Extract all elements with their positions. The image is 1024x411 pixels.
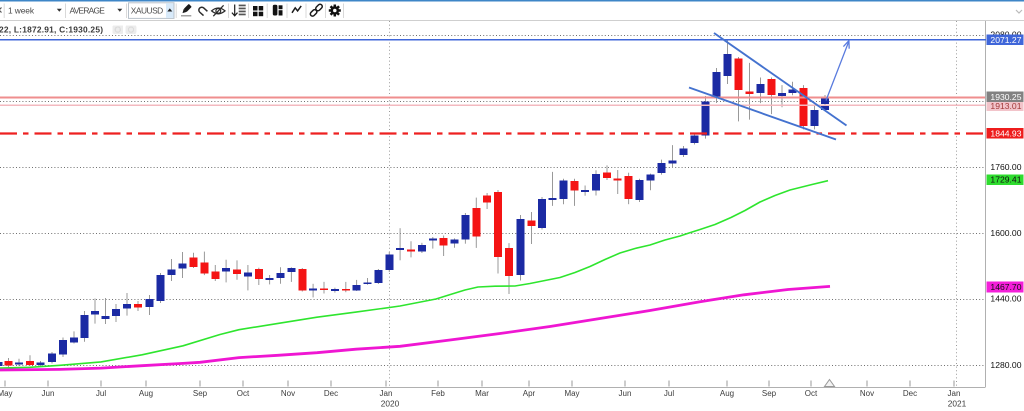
svg-text:Jun: Jun bbox=[42, 389, 55, 398]
svg-text:2021: 2021 bbox=[948, 399, 967, 409]
svg-text:XAUUSD: XAUUSD bbox=[131, 5, 163, 15]
svg-text:Feb: Feb bbox=[431, 389, 445, 398]
svg-text:May: May bbox=[0, 389, 13, 398]
svg-text:AVERAGE: AVERAGE bbox=[70, 5, 106, 15]
svg-text:2071.27: 2071.27 bbox=[990, 35, 1021, 45]
svg-text:1930.25: 1930.25 bbox=[990, 92, 1021, 102]
svg-text:Nov: Nov bbox=[281, 389, 295, 398]
svg-text:1600.00: 1600.00 bbox=[990, 228, 1021, 238]
svg-text:22, L:1872.91, C:1930.25): 22, L:1872.91, C:1930.25) bbox=[0, 24, 103, 34]
svg-text:Sep: Sep bbox=[762, 389, 777, 398]
svg-text:Oct: Oct bbox=[805, 389, 818, 398]
svg-text:Apr: Apr bbox=[523, 389, 536, 398]
svg-text:1467.70: 1467.70 bbox=[990, 282, 1021, 292]
svg-text:1280.00: 1280.00 bbox=[990, 360, 1021, 370]
svg-text:May: May bbox=[564, 389, 579, 398]
svg-text:Jul: Jul bbox=[664, 389, 674, 398]
svg-text:1 week: 1 week bbox=[8, 5, 35, 15]
svg-text:1729.41: 1729.41 bbox=[990, 175, 1021, 185]
svg-text:Mar: Mar bbox=[475, 389, 489, 398]
svg-text:Aug: Aug bbox=[720, 389, 734, 398]
svg-text:Jul: Jul bbox=[96, 389, 106, 398]
svg-text:Jan: Jan bbox=[380, 389, 393, 398]
svg-text:Sep: Sep bbox=[193, 389, 208, 398]
svg-text:1440.00: 1440.00 bbox=[990, 293, 1021, 303]
svg-text:Jun: Jun bbox=[619, 389, 632, 398]
svg-text:Aug: Aug bbox=[139, 389, 153, 398]
svg-text:Nov: Nov bbox=[860, 389, 874, 398]
svg-text:1760.00: 1760.00 bbox=[990, 162, 1021, 172]
svg-text:Jan: Jan bbox=[948, 389, 961, 398]
svg-text:1913.01: 1913.01 bbox=[990, 101, 1021, 111]
svg-text:2020: 2020 bbox=[381, 399, 400, 409]
svg-text:Dec: Dec bbox=[903, 389, 917, 398]
svg-text:Dec: Dec bbox=[324, 389, 338, 398]
svg-text:Oct: Oct bbox=[237, 389, 250, 398]
svg-text:1844.93: 1844.93 bbox=[990, 129, 1021, 139]
